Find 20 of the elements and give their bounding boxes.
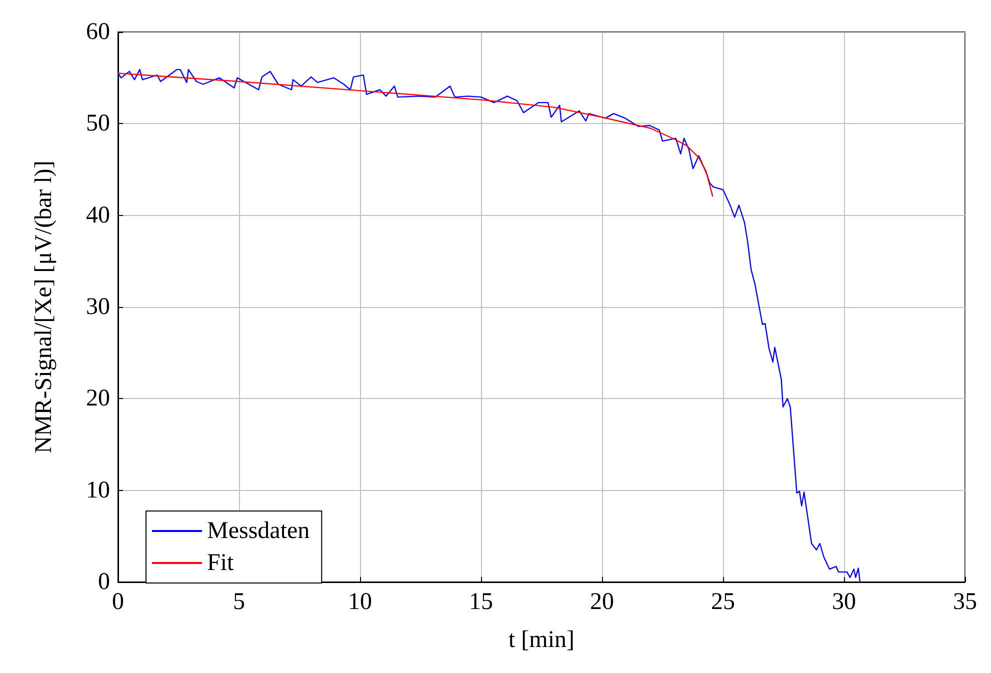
legend-label: Messdaten: [207, 518, 310, 544]
y-tick-label: 60: [86, 19, 110, 45]
line-series: [117, 68, 861, 583]
y-tick-label: 0: [98, 569, 110, 595]
y-tick-label: 30: [86, 294, 110, 320]
x-axis-title: t [min]: [508, 627, 574, 653]
y-axis-title: NMR-Signal/[Xe] [μV/(bar l)]: [31, 160, 57, 454]
x-tick-label: 20: [590, 589, 614, 615]
x-tick-label: 10: [348, 589, 372, 615]
x-tick-label: 15: [469, 589, 493, 615]
x-tick-label: 30: [832, 589, 856, 615]
y-tick-label: 40: [86, 202, 110, 228]
y-tick-label: 20: [86, 386, 110, 412]
x-tick-label: 25: [711, 589, 735, 615]
x-tick-label: 5: [233, 589, 245, 615]
legend-label: Fit: [207, 550, 234, 576]
line-series: [117, 72, 714, 197]
y-tick-label: 50: [86, 110, 110, 137]
y-tick-label: 10: [86, 477, 110, 504]
x-tick-label: 35: [953, 589, 977, 615]
